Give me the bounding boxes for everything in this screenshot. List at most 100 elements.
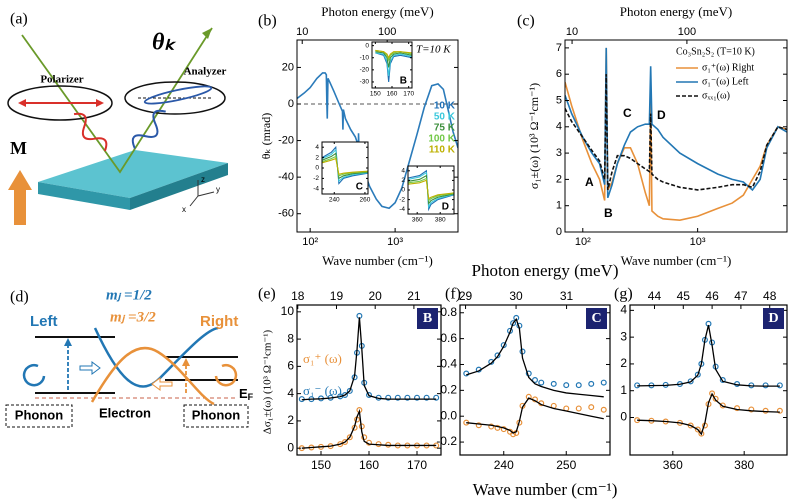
analyzer-ring [124,81,226,115]
y-tick-label: -2 [399,196,405,203]
data-point [488,358,495,365]
top-tick-label: 30 [509,289,523,303]
data-point [538,379,545,386]
data-point [342,392,349,399]
y-tick-label: 0 [556,226,562,238]
legend-entry: σ₁⁻ (ω) [303,383,342,398]
phonon-label: Phonon [15,407,63,422]
schematic-d: (d) Phonon Phonon Electron Left Right mⱼ… [5,287,254,428]
y-tick-label: 0 [365,42,369,49]
x-tick-label: 380 [734,458,754,472]
circular-arrow [214,363,238,387]
data-point [588,380,595,387]
y-tick-label: 3 [556,147,562,159]
inset-label: D [442,202,449,213]
data-point [342,439,349,446]
data-point [762,382,769,389]
y-tick-label: 4 [287,386,294,400]
data-point [709,390,716,397]
axis-label: y [216,185,220,194]
top-tick-label: 21 [407,289,421,303]
arrow-head [202,28,212,39]
magnetization-arrow [8,170,32,225]
top-axis-label: Photon energy (meV) [620,4,732,19]
circular-arrow [22,363,46,387]
incident-wave [73,112,108,152]
polarizer-ring [7,85,113,121]
data-point [694,426,701,433]
y-tick-label: 5 [556,94,562,106]
fermi-symbol: E [239,386,248,401]
data-point [510,431,517,438]
inset-label: B [400,76,407,87]
plot-area [372,42,412,88]
data-point [494,352,501,359]
x-tick-label: 240 [494,458,514,472]
y-tick-label: 0.6 [440,331,457,345]
data-point [575,405,582,412]
y-tick-label: -0.2 [436,434,457,448]
y-tick-label: 4 [620,303,627,317]
phonon-label: Phonon [192,407,240,422]
top-tick-label: 31 [560,289,574,303]
y-tick-label: -20 [278,134,294,146]
legend-entry: σₓₓ₁(ω) [702,90,730,101]
legend-entry: 10 K [434,101,456,112]
data-line [408,169,454,212]
data-point [600,406,607,413]
y-axis-label: θₖ (mrad) [259,113,273,160]
y-tick-label: 8 [287,331,294,345]
kerr-angle-label: θₖ [152,30,176,56]
data-point [531,377,538,384]
plot-frame [407,165,455,215]
fermi-subscript: F [248,392,254,402]
point-label: A [585,175,594,189]
y-tick-label: 3 [620,329,627,343]
plot-frame [564,39,788,233]
x-tick-label: 10² [302,236,318,248]
plot-content [463,314,607,438]
x-tick-label: 170 [403,91,414,98]
data-line [565,74,787,191]
y-tick-label: 0.8 [440,305,457,319]
y-tick-label: 2 [620,356,627,370]
data-point [719,377,726,384]
y-tick-label: 2 [401,177,405,184]
data-point [694,371,701,378]
data-line [408,179,454,200]
top-axis-label: Photon energy (meV) [472,261,619,280]
y-tick-label: 0 [401,187,405,194]
data-point [475,422,482,429]
y-tick-label: -4 [313,186,319,193]
panel-label: (e) [258,286,276,303]
data-line [322,148,368,183]
plot-area [322,142,368,194]
x-tick-label: 10³ [690,236,706,248]
y-tick-label: 4 [315,144,319,151]
legend-entry: σ₁⁺(ω) Right [702,62,754,73]
x-tick-label: 360 [412,217,423,224]
plot-frame [371,41,413,89]
y-tick-label: 6 [287,359,294,373]
point-label: B [604,206,613,220]
top-tick-label: 48 [763,289,777,303]
x-tick-label: 170 [407,458,427,472]
fit-line [637,392,780,436]
top-tick-label: 44 [648,289,662,303]
panel-label: (a) [10,11,28,28]
data-point [414,394,421,401]
legend-entry: 75 K [434,123,456,134]
x-tick-label: 360 [663,458,683,472]
legend-entry: σ₁⁻(ω) Left [702,76,749,87]
top-tick-label: 45 [677,289,691,303]
plot-area [460,305,610,455]
top-tick-label: 100 [378,26,396,38]
y-tick-label: -60 [278,208,294,220]
data-line [408,174,454,205]
arrow-head [64,338,72,346]
data-line [565,47,787,221]
legend-entry: 100 K [428,134,455,145]
plot-frame [459,304,611,456]
x-tick-label: 160 [359,458,379,472]
